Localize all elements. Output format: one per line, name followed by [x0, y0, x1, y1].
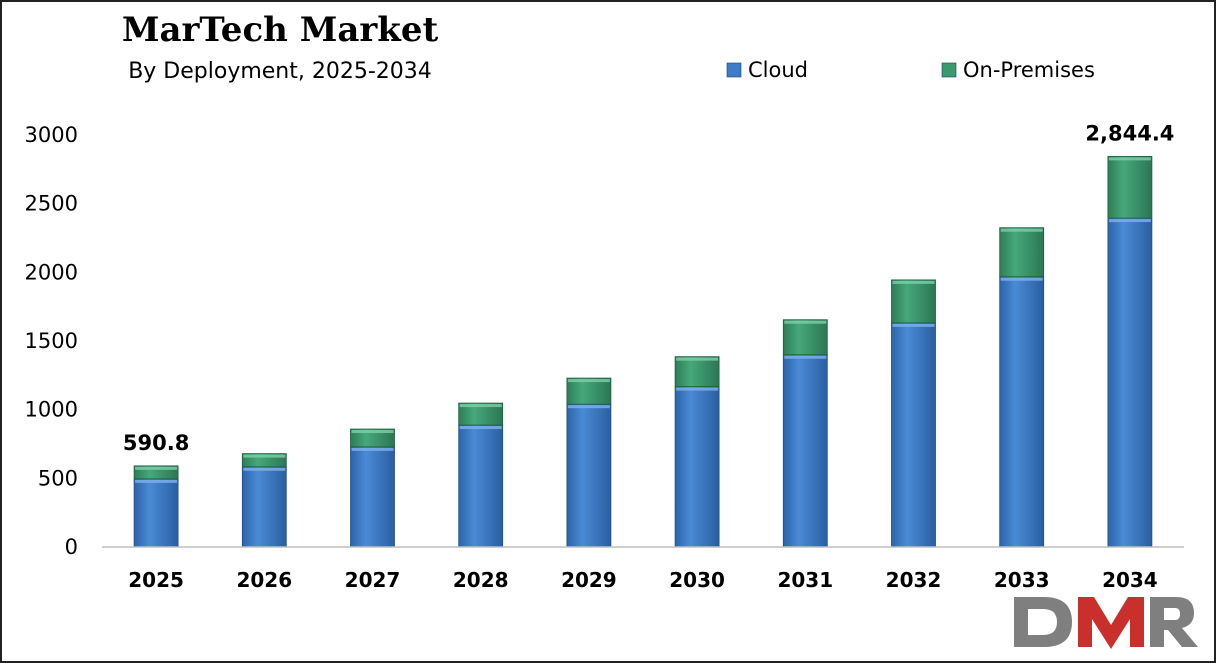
- bar-bevel-on-premises-2032: [892, 280, 935, 284]
- bar-bevel-cloud-2031: [784, 355, 827, 359]
- bar-bevel-on-premises-2034: [1108, 157, 1151, 161]
- bar-cloud-2029: [566, 403, 612, 548]
- x-tick-label-2030: 2030: [669, 568, 725, 592]
- data-label-2025: 590.8: [123, 431, 189, 455]
- x-tick-label-2033: 2033: [994, 568, 1050, 592]
- bar-on-premises-2034: [1107, 155, 1153, 219]
- bar-on-premises-2030: [674, 356, 720, 387]
- x-tick-label-2025: 2025: [128, 568, 184, 592]
- bar-bevel-cloud-2034: [1108, 219, 1151, 223]
- bar-cloud-2027: [350, 446, 395, 548]
- bar-bevel-on-premises-2029: [567, 379, 610, 383]
- bar-on-premises-2031: [782, 319, 828, 356]
- chart-subtitle: By Deployment, 2025-2034: [128, 59, 432, 84]
- bar-cloud-2028: [458, 424, 504, 548]
- x-tick-label-2031: 2031: [777, 568, 833, 592]
- bar-cloud-2030: [674, 386, 720, 548]
- legend-label-on-premises: On-Premises: [963, 58, 1095, 82]
- x-tick-label-2032: 2032: [886, 568, 942, 592]
- bar-bevel-on-premises-2030: [676, 357, 719, 361]
- bar-on-premises-2029: [566, 377, 612, 405]
- bar-bevel-on-premises-2026: [243, 454, 286, 458]
- x-tick-label-2028: 2028: [453, 568, 509, 592]
- y-axis: 0 500 1000 1500 2000 2500 3000: [25, 123, 78, 559]
- bar-bevel-on-premises-2027: [351, 430, 394, 434]
- data-labels: 590.8 2,844.4: [123, 121, 1175, 454]
- bar-bevel-cloud-2032: [892, 323, 935, 327]
- dmr-logo: [1014, 597, 1198, 649]
- bar-bevel-cloud-2025: [135, 479, 178, 483]
- y-tick-label: 1500: [25, 329, 78, 353]
- bar-cloud-2031: [782, 354, 828, 548]
- bars: [133, 155, 1153, 548]
- x-axis: 2025 2026 2027 2028 2029 2030 2031 2032 2033 2034: [102, 546, 1184, 592]
- x-tick-label-2034: 2034: [1102, 568, 1158, 592]
- bar-bevel-on-premises-2033: [1000, 228, 1043, 232]
- bar-bevel-cloud-2030: [676, 387, 719, 391]
- y-tick-label: 1000: [25, 398, 78, 422]
- bar-bevel-on-premises-2031: [784, 320, 827, 324]
- bar-bevel-cloud-2029: [567, 405, 610, 409]
- y-tick-label: 0: [65, 535, 78, 559]
- legend-swatch-on-premises: [941, 62, 957, 78]
- bar-bevel-cloud-2033: [1000, 277, 1043, 281]
- bar-bevel-cloud-2028: [459, 426, 502, 430]
- bar-bevel-on-premises-2028: [459, 404, 502, 408]
- bar-bevel-cloud-2027: [351, 447, 394, 451]
- bar-cloud-2032: [891, 322, 936, 548]
- bar-on-premises-2033: [999, 227, 1045, 278]
- bar-cloud-2026: [241, 466, 287, 548]
- y-tick-label: 2000: [25, 260, 78, 284]
- x-tick-label-2027: 2027: [345, 568, 401, 592]
- y-tick-label: 2500: [25, 192, 78, 216]
- x-tick-label-2029: 2029: [561, 568, 617, 592]
- y-tick-label: 500: [38, 466, 78, 490]
- bar-bevel-on-premises-2025: [135, 466, 178, 470]
- data-label-2034: 2,844.4: [1085, 121, 1174, 145]
- legend: Cloud On-Premises: [726, 58, 1095, 82]
- bar-on-premises-2027: [350, 428, 395, 448]
- x-tick-label-2026: 2026: [236, 568, 292, 592]
- bar-on-premises-2028: [458, 402, 504, 426]
- y-tick-label: 3000: [25, 123, 78, 147]
- legend-label-cloud: Cloud: [748, 58, 808, 82]
- legend-swatch-cloud: [726, 62, 742, 78]
- bar-bevel-cloud-2026: [243, 467, 286, 471]
- bar-cloud-2025: [133, 478, 179, 548]
- bar-cloud-2034: [1107, 217, 1153, 548]
- chart-title: MarTech Market: [121, 10, 439, 50]
- bar-cloud-2033: [999, 276, 1045, 548]
- bar-on-premises-2032: [891, 279, 936, 324]
